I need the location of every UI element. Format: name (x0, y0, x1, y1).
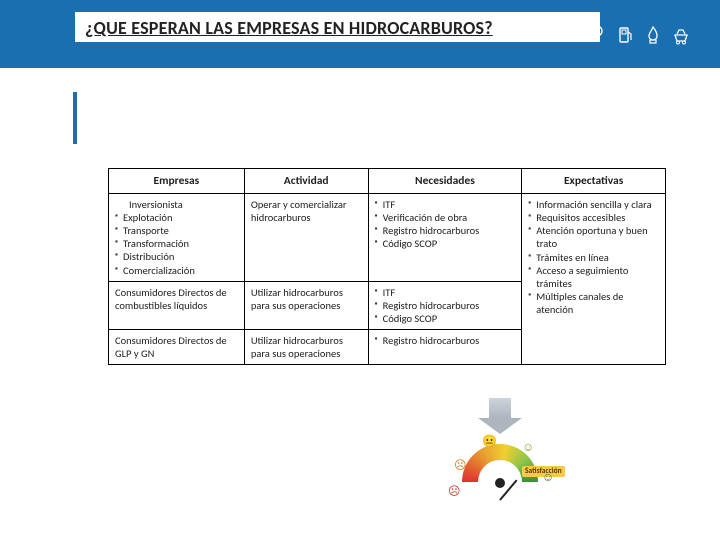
satisfaction-gauge: Satisfacción ☹ ☹ 😐 ☺ ☺ (440, 426, 560, 512)
necesidad-item: Registro hidrocarburos (375, 299, 516, 312)
empresas-item: Transformación (115, 237, 238, 250)
face-icon: ☹ (448, 484, 461, 499)
face-icon: ☺ (522, 440, 534, 455)
necesidad-item: ITF (375, 286, 516, 299)
gas-flame-icon (642, 18, 664, 52)
face-icon: 😐 (482, 434, 497, 449)
empresas-item: Comercialización (115, 264, 238, 277)
expectativa-item: Acceso a seguimiento trámites (528, 264, 659, 290)
expectativa-item: Atención oportuna y buen trato (528, 224, 659, 250)
expectativa-item: Trámites en línea (528, 251, 659, 264)
cell-empresas: Inversionista Explotación Transporte Tra… (109, 194, 245, 282)
cell-actividad: Utilizar hidrocarburos para sus operacio… (244, 330, 368, 365)
necesidad-item: ITF (375, 198, 516, 211)
col-header-necesidades: Necesidades (368, 169, 522, 194)
face-icon: ☺ (542, 470, 554, 485)
col-header-empresas: Empresas (109, 169, 245, 194)
face-icon: ☹ (454, 458, 467, 473)
necesidad-item: Código SCOP (375, 312, 516, 325)
cell-necesidades: ITF Verificación de obra Registro hidroc… (368, 194, 522, 282)
expectativa-item: Información sencilla y clara (528, 198, 659, 211)
mining-cart-icon (670, 18, 692, 52)
cell-actividad: Operar y comercializar hidrocarburos (244, 194, 368, 282)
empresas-item: Explotación (115, 211, 238, 224)
cell-empresas: Consumidores Directos de combustibles lí… (109, 281, 245, 329)
necesidad-item: Registro hidrocarburos (375, 224, 516, 237)
col-header-actividad: Actividad (244, 169, 368, 194)
cell-empresas: Consumidores Directos de GLP y GN (109, 330, 245, 365)
fuel-pump-icon (614, 18, 636, 52)
empresas-lead: Inversionista (115, 198, 238, 211)
expectativa-item: Requisitos accesibles (528, 211, 659, 224)
expectativa-item: Múltiples canales de atención (528, 290, 659, 316)
table-row: Inversionista Explotación Transporte Tra… (109, 194, 666, 282)
empresas-item: Transporte (115, 224, 238, 237)
page-title: ¿QUE ESPERAN LAS EMPRESAS EN HIDROCARBUR… (85, 17, 493, 39)
lightbulb-icon (586, 18, 608, 52)
necesidad-item: Registro hidrocarburos (375, 334, 516, 347)
cell-expectativas: Información sencilla y clara Requisitos … (522, 194, 666, 365)
necesidad-item: Verificación de obra (375, 211, 516, 224)
cell-actividad: Utilizar hidrocarburos para sus operacio… (244, 281, 368, 329)
necesidad-item: Código SCOP (375, 237, 516, 250)
table-header-row: Empresas Actividad Necesidades Expectati… (109, 169, 666, 194)
cell-necesidades: ITF Registro hidrocarburos Código SCOP (368, 281, 522, 329)
col-header-expectativas: Expectativas (522, 169, 666, 194)
main-table: Empresas Actividad Necesidades Expectati… (108, 168, 666, 365)
vertical-accent (73, 92, 77, 144)
header-icon-strip (586, 18, 692, 52)
empresas-item: Distribución (115, 250, 238, 263)
gauge-hub (495, 478, 505, 488)
cell-necesidades: Registro hidrocarburos (368, 330, 522, 365)
